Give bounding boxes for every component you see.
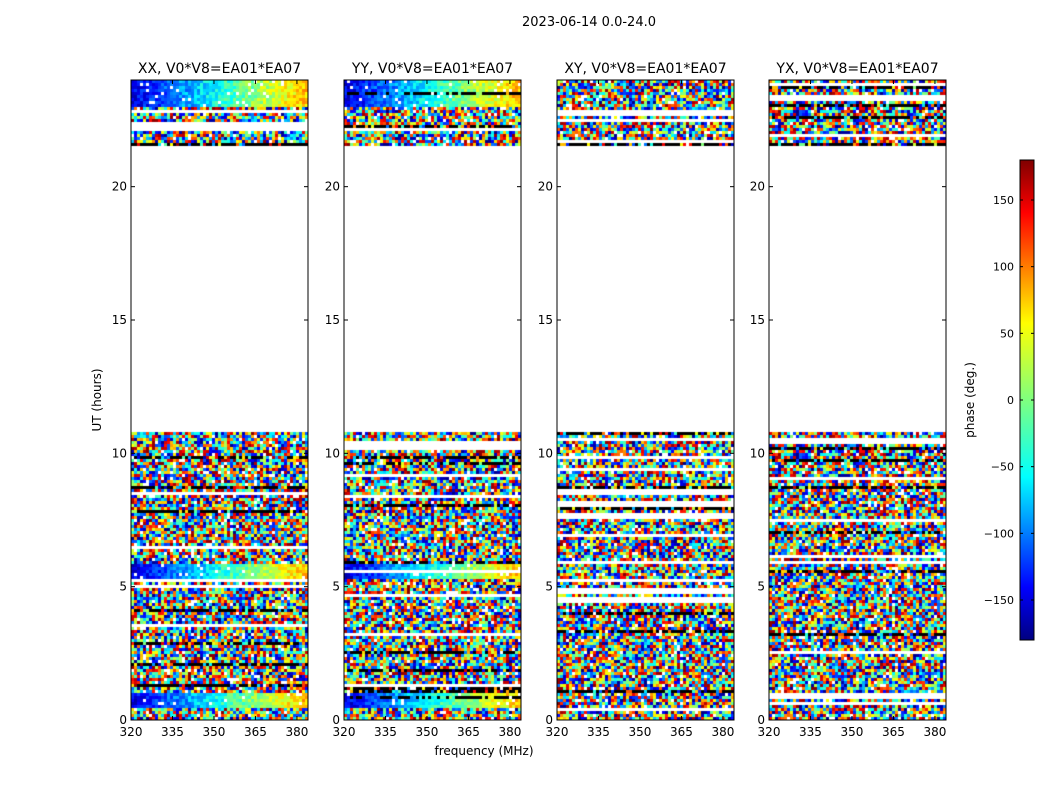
x-tick-label: 335 (161, 725, 184, 739)
x-tick-label: 350 (416, 725, 439, 739)
x-tick-label: 320 (758, 725, 781, 739)
y-tick-label: 10 (538, 446, 553, 460)
x-tick-label: 380 (711, 725, 734, 739)
x-tick-label: 350 (841, 725, 864, 739)
x-tick-label: 335 (799, 725, 822, 739)
panel-frame (768, 79, 947, 721)
x-tick-label: 350 (203, 725, 226, 739)
x-tick-label: 335 (587, 725, 610, 739)
y-tick-label: 5 (119, 580, 127, 594)
x-axis-label: frequency (MHz) (434, 744, 533, 758)
panel-frame (130, 79, 309, 721)
panel-yx: YX, V0*V8=EA01*EA07 320 335 350 365 380 0 5 10 15… (750, 61, 947, 739)
colorbar: −150 −100 −50 0 50 100 150 phase (deg.) (963, 159, 1035, 641)
colorbar-tick-label: −50 (991, 461, 1014, 474)
x-tick-label: 335 (374, 725, 397, 739)
y-tick-label: 15 (112, 313, 127, 327)
phase-heatmap (131, 80, 308, 720)
y-tick-label: 0 (757, 713, 765, 727)
y-tick-label: 20 (325, 180, 340, 194)
phase-heatmap-canvas (344, 80, 521, 720)
panel-title: YX, V0*V8=EA01*EA07 (775, 61, 938, 77)
y-tick-label: 20 (750, 180, 765, 194)
y-tick-label: 0 (545, 713, 553, 727)
panel-frame (556, 79, 735, 721)
panel-title: XY, V0*V8=EA01*EA07 (564, 61, 726, 77)
colorbar-ticks: −150 −100 −50 0 50 100 150 (984, 194, 1034, 607)
x-tick-label: 320 (120, 725, 143, 739)
phase-heatmap-canvas (769, 80, 946, 720)
panels-group: XX, V0*V8=EA01*EA07 320 335 350 365 380 0 5 10 15… (112, 61, 947, 739)
panel-frame (343, 79, 522, 721)
x-tick-label: 350 (629, 725, 652, 739)
phase-heatmap (557, 80, 734, 720)
panel-yy: YY, V0*V8=EA01*EA07 320 335 350 365 380 0 5 10 15… (325, 61, 522, 739)
y-tick-label: 5 (545, 580, 553, 594)
x-tick-label: 320 (546, 725, 569, 739)
colorbar-tick-label: 150 (993, 194, 1014, 207)
colorbar-tick-label: 50 (1000, 327, 1014, 340)
panel-xx: XX, V0*V8=EA01*EA07 320 335 350 365 380 0 5 10 15… (112, 61, 309, 739)
figure-suptitle: 2023-06-14 0.0-24.0 (522, 15, 656, 30)
y-tick-label: 10 (325, 446, 340, 460)
y-tick-label: 0 (332, 713, 340, 727)
panel-xy: XY, V0*V8=EA01*EA07 320 335 350 365 380 0 5 10 15… (538, 61, 735, 739)
y-tick-label: 15 (325, 313, 340, 327)
x-tick-label: 380 (285, 725, 308, 739)
x-tick-label: 380 (923, 725, 946, 739)
x-tick-label: 380 (498, 725, 521, 739)
y-tick-label: 5 (757, 580, 765, 594)
colorbar-tick-label: −100 (984, 527, 1014, 540)
panel-title: XX, V0*V8=EA01*EA07 (138, 61, 301, 77)
phase-heatmap (344, 80, 521, 720)
colorbar-tick-label: −150 (984, 594, 1014, 607)
panel-title: YY, V0*V8=EA01*EA07 (351, 61, 513, 77)
x-tick-label: 365 (457, 725, 480, 739)
y-tick-label: 15 (538, 313, 553, 327)
colorbar-tick-label: 100 (993, 261, 1014, 274)
y-tick-label: 20 (538, 180, 553, 194)
y-tick-label: 10 (750, 446, 765, 460)
y-tick-label: 15 (750, 313, 765, 327)
phase-heatmap (769, 80, 946, 720)
y-tick-label: 20 (112, 180, 127, 194)
x-tick-label: 365 (670, 725, 693, 739)
y-axis-label: UT (hours) (90, 368, 104, 431)
phase-heatmap-canvas (131, 80, 308, 720)
x-tick-label: 320 (333, 725, 356, 739)
colorbar-label: phase (deg.) (963, 362, 977, 438)
y-tick-label: 10 (112, 446, 127, 460)
y-tick-label: 5 (332, 580, 340, 594)
x-tick-label: 365 (244, 725, 267, 739)
colorbar-tick-label: 0 (1007, 394, 1014, 407)
x-tick-label: 365 (882, 725, 905, 739)
phase-heatmap-canvas (557, 80, 734, 720)
y-tick-label: 0 (119, 713, 127, 727)
